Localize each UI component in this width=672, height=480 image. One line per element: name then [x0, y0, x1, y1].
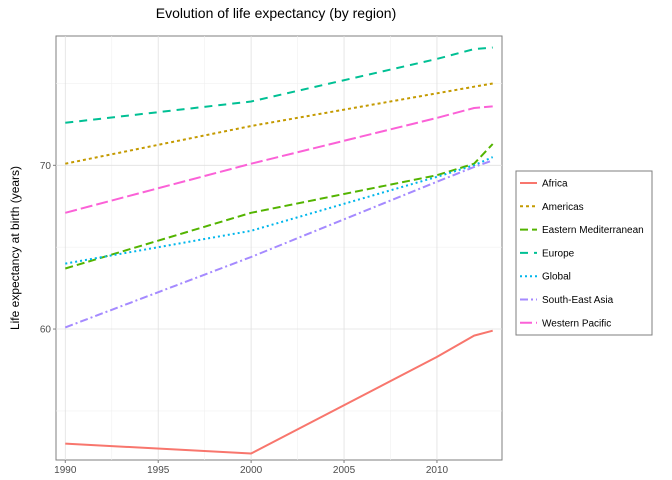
- legend-label-global: Global: [542, 272, 571, 283]
- chart-title: Evolution of life expectancy (by region): [156, 5, 396, 21]
- legend-label-western-pacific: Western Pacific: [542, 318, 611, 329]
- legend-label-europe: Europe: [542, 248, 575, 259]
- series-layer: [64, 46, 494, 455]
- legend-label-south-east-asia: South-East Asia: [542, 295, 614, 306]
- legend-label-americas: Americas: [542, 202, 584, 213]
- legend: Africa Americas Eastern Mediterranean Europ…: [515, 170, 653, 336]
- plot-panel: [55, 35, 503, 461]
- y-tick-label: 70: [40, 161, 52, 172]
- legend-box: [515, 170, 653, 336]
- legend-label-africa: Africa: [542, 179, 568, 190]
- series-line-western-pacific: [65, 105, 493, 214]
- y-tick-label: 60: [40, 325, 52, 336]
- grid-major: [56, 36, 502, 460]
- series-line-europe: [65, 46, 493, 124]
- x-axis: 1990 1995 2000 2005 2010: [54, 460, 449, 476]
- x-tick-label: 2000: [240, 465, 263, 476]
- series-line-south-east-asia: [64, 159, 494, 329]
- series-line-global: [65, 156, 494, 265]
- series-line-africa: [65, 329, 493, 455]
- x-tick-label: 2005: [333, 465, 356, 476]
- series-line-americas: [65, 82, 493, 165]
- y-axis-label: Life expectancy at birth (years): [8, 166, 22, 330]
- legend-label-eastern-mediterranean: Eastern Mediterranean: [542, 225, 644, 236]
- x-tick-label: 1990: [54, 465, 77, 476]
- x-tick-label: 1995: [147, 465, 170, 476]
- y-axis: 60 70: [40, 161, 56, 336]
- x-tick-label: 2010: [426, 465, 449, 476]
